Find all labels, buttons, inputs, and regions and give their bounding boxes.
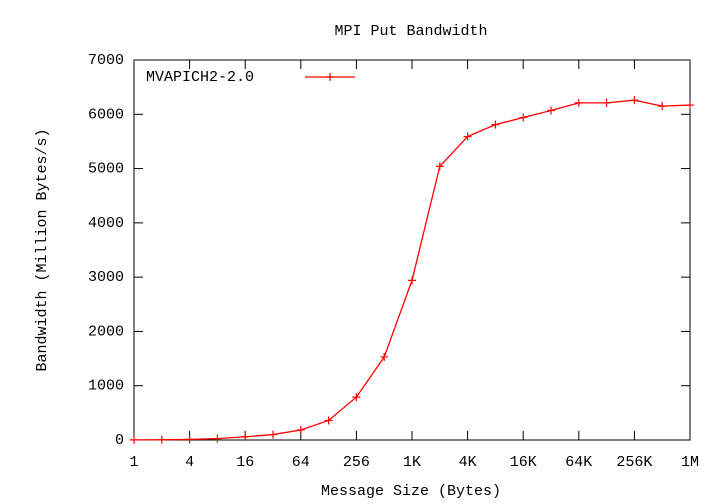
point-marker bbox=[630, 96, 639, 105]
point-marker bbox=[130, 435, 138, 444]
x-tick-label: 256 bbox=[343, 454, 370, 471]
point-marker bbox=[380, 352, 389, 361]
point-marker bbox=[519, 113, 528, 122]
y-tick-label: 7000 bbox=[88, 52, 124, 69]
y-tick-label: 3000 bbox=[88, 269, 124, 286]
point-marker bbox=[435, 162, 444, 171]
point-marker bbox=[324, 416, 333, 425]
point-marker bbox=[408, 276, 416, 285]
y-tick-label: 2000 bbox=[88, 323, 124, 340]
point-marker bbox=[491, 120, 500, 129]
legend-marker bbox=[326, 73, 334, 81]
y-tick-label: 0 bbox=[115, 432, 124, 449]
point-marker bbox=[157, 435, 166, 444]
y-tick-label: 4000 bbox=[88, 215, 124, 232]
x-tick-label: 256K bbox=[616, 454, 652, 471]
point-marker bbox=[185, 435, 194, 444]
point-marker bbox=[547, 106, 555, 115]
x-tick-label: 64K bbox=[565, 454, 592, 471]
x-axis-label: Message Size (Bytes) bbox=[321, 483, 501, 500]
point-marker bbox=[213, 434, 222, 443]
x-tick-label: 64 bbox=[292, 454, 310, 471]
point-marker bbox=[686, 101, 694, 110]
point-marker bbox=[296, 425, 305, 434]
x-tick-label: 1 bbox=[129, 454, 138, 471]
y-axis-label: Bandwidth (Million Bytes/s) bbox=[34, 128, 51, 371]
chart-title: MPI Put Bandwidth bbox=[334, 23, 487, 40]
x-tick-label: 1M bbox=[681, 454, 699, 471]
x-tick-label: 1K bbox=[403, 454, 421, 471]
y-tick-label: 1000 bbox=[88, 378, 124, 395]
plot-frame bbox=[133, 59, 691, 441]
y-tick-label: 5000 bbox=[88, 161, 124, 178]
point-marker bbox=[463, 132, 472, 141]
x-tick-label: 4K bbox=[459, 454, 477, 471]
x-tick-label: 16K bbox=[510, 454, 537, 471]
y-tick-label: 6000 bbox=[88, 106, 124, 123]
point-marker bbox=[602, 98, 611, 107]
x-tick-label: 4 bbox=[185, 454, 194, 471]
series-line bbox=[133, 99, 691, 441]
x-tick-label: 16 bbox=[236, 454, 254, 471]
point-marker bbox=[241, 432, 250, 441]
point-marker bbox=[269, 430, 277, 439]
point-marker bbox=[574, 98, 583, 107]
legend-label: MVAPICH2-2.0 bbox=[146, 69, 254, 86]
point-marker bbox=[352, 393, 361, 402]
point-marker bbox=[658, 102, 667, 111]
